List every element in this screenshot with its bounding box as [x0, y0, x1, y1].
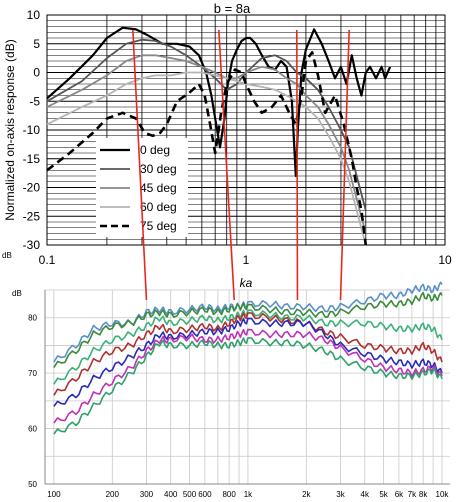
top-series-line: [46, 26, 392, 178]
top-series: [46, 26, 392, 246]
bottom-series-line: [53, 291, 443, 369]
top-chart-title: b = 8a: [214, 1, 251, 16]
connector-line: [339, 29, 350, 301]
bottom-series: [53, 281, 443, 435]
top-y-tick-label: -30: [23, 238, 41, 252]
bottom-series-line: [53, 337, 443, 435]
top-y-ticks: 10 5 0 -5 -10 -15 -20 -25 -30: [23, 8, 41, 252]
connector-line: [218, 29, 236, 301]
top-x-tick-label: 0.1: [39, 253, 56, 267]
top-x-axis-label: ka: [240, 276, 253, 290]
bottom-x-ticks: 100 200 300 400 500 600 800 1k 2k 3k 4k 5k 6k 7k 8k 10k: [47, 490, 449, 499]
connector-lines: [132, 29, 350, 301]
top-y-tick-label: -25: [23, 209, 41, 223]
bottom-x-tick-label: 500: [183, 490, 197, 499]
top-y-tick-label: -5: [29, 94, 40, 108]
legend-label: 60 deg: [140, 200, 177, 214]
bottom-x-tick-label: 200: [106, 490, 120, 499]
legend-label: 45 deg: [140, 181, 177, 195]
bottom-x-tick-label: 7k: [408, 490, 417, 499]
bottom-y-tick-label: 50: [28, 480, 37, 489]
bottom-y-tick-label: 80: [28, 314, 37, 323]
top-y-axis-label: Normalized on-axis response (dB): [3, 39, 17, 220]
bottom-x-tick-label: 1k: [244, 490, 253, 499]
top-y-tick-label: 5: [33, 37, 40, 51]
bottom-y-unit-label: dB: [12, 289, 22, 298]
legend-label: 0 deg: [140, 143, 170, 157]
top-series-line: [46, 51, 368, 246]
bottom-x-tick-label: 3k: [336, 490, 345, 499]
bottom-x-tick-label: 2k: [302, 490, 311, 499]
bottom-x-tick-label: 600: [198, 490, 212, 499]
bottom-x-tick-label: 4k: [361, 490, 370, 499]
bottom-x-tick-label: 5k: [379, 490, 388, 499]
top-plot-frame: [46, 14, 446, 246]
top-y-tick-label: -20: [23, 181, 41, 195]
bottom-x-tick-label: 10k: [436, 490, 450, 499]
bottom-x-tick-label: 6k: [395, 490, 404, 499]
top-x-tick-label: 10: [438, 253, 452, 267]
bottom-series-line: [53, 312, 443, 396]
top-y-tick-label: 10: [27, 8, 41, 22]
bottom-x-tick-label: 300: [140, 490, 154, 499]
bottom-chart: 80 70 60 50 100 200 300 400 500 600 800 1k 2k 3k 4k 5k…: [12, 281, 450, 499]
legend-label: 75 deg: [140, 219, 177, 233]
top-y-unit-label: dB: [2, 251, 12, 260]
top-series-line: [46, 38, 367, 211]
bottom-series-line: [53, 328, 443, 424]
legend-label: 30 deg: [140, 162, 177, 176]
bottom-x-tick-label: 8k: [419, 490, 428, 499]
bottom-x-tick-label: 400: [164, 490, 178, 499]
top-chart: b = 8a 10 5 0 -5 -10 -15 -20 -25 -30 0.1 1 10 ka N…: [2, 1, 452, 290]
bottom-series-line: [53, 309, 443, 385]
top-series-line: [46, 54, 367, 234]
bottom-x-tick-label: 100: [47, 490, 61, 499]
top-x-ticks: 0.1 1 10: [39, 253, 452, 267]
top-series-line: [46, 71, 367, 246]
bottom-y-tick-label: 60: [28, 425, 37, 434]
bottom-series-line: [53, 317, 443, 407]
bottom-x-tick-label: 800: [222, 490, 236, 499]
bottom-y-tick-label: 70: [28, 369, 37, 378]
top-x-tick-label: 1: [243, 253, 250, 267]
top-y-tick-label: -10: [23, 123, 41, 137]
bottom-y-ticks: 80 70 60 50: [28, 314, 37, 489]
connector-line: [295, 29, 299, 301]
top-y-tick-label: -15: [23, 152, 41, 166]
connector-line: [132, 29, 148, 301]
top-y-tick-label: 0: [33, 66, 40, 80]
